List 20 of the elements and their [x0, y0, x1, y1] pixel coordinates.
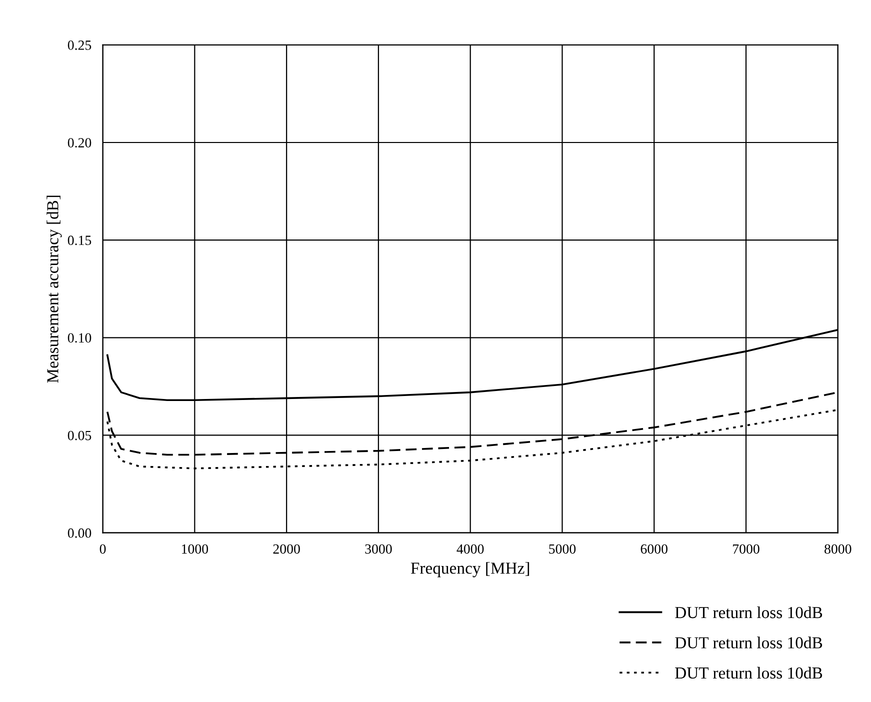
y-tick-label: 0.05 [68, 430, 92, 440]
y-tick-label: 0.20 [68, 138, 92, 148]
x-tick-label: 1000 [182, 544, 208, 554]
x-axis-title: Frequency [MHz] [410, 562, 530, 578]
x-tick-label: 0 [100, 544, 106, 554]
x-tick-label: 4000 [456, 544, 484, 554]
x-tick-label: 3000 [365, 544, 392, 554]
y-tick-label: 0.10 [68, 333, 92, 343]
y-axis-title: Measurement accuracy [dB] [46, 196, 62, 383]
x-tick-label: 5000 [549, 544, 576, 554]
x-tick-label: 2000 [273, 544, 300, 554]
x-tick-label: 7000 [733, 544, 760, 554]
legend-label: DUT return loss 10dB [675, 666, 822, 679]
x-tick-label: 6000 [640, 544, 668, 554]
legend-label: DUT return loss 10dB [675, 636, 822, 648]
legend-label: DUT return loss 10dB [675, 606, 822, 618]
y-tick-label: 0.00 [68, 528, 92, 538]
y-tick-label: 0.15 [68, 236, 92, 246]
y-tick-label: 0.25 [68, 40, 92, 50]
x-tick-label: 8000 [824, 544, 852, 554]
